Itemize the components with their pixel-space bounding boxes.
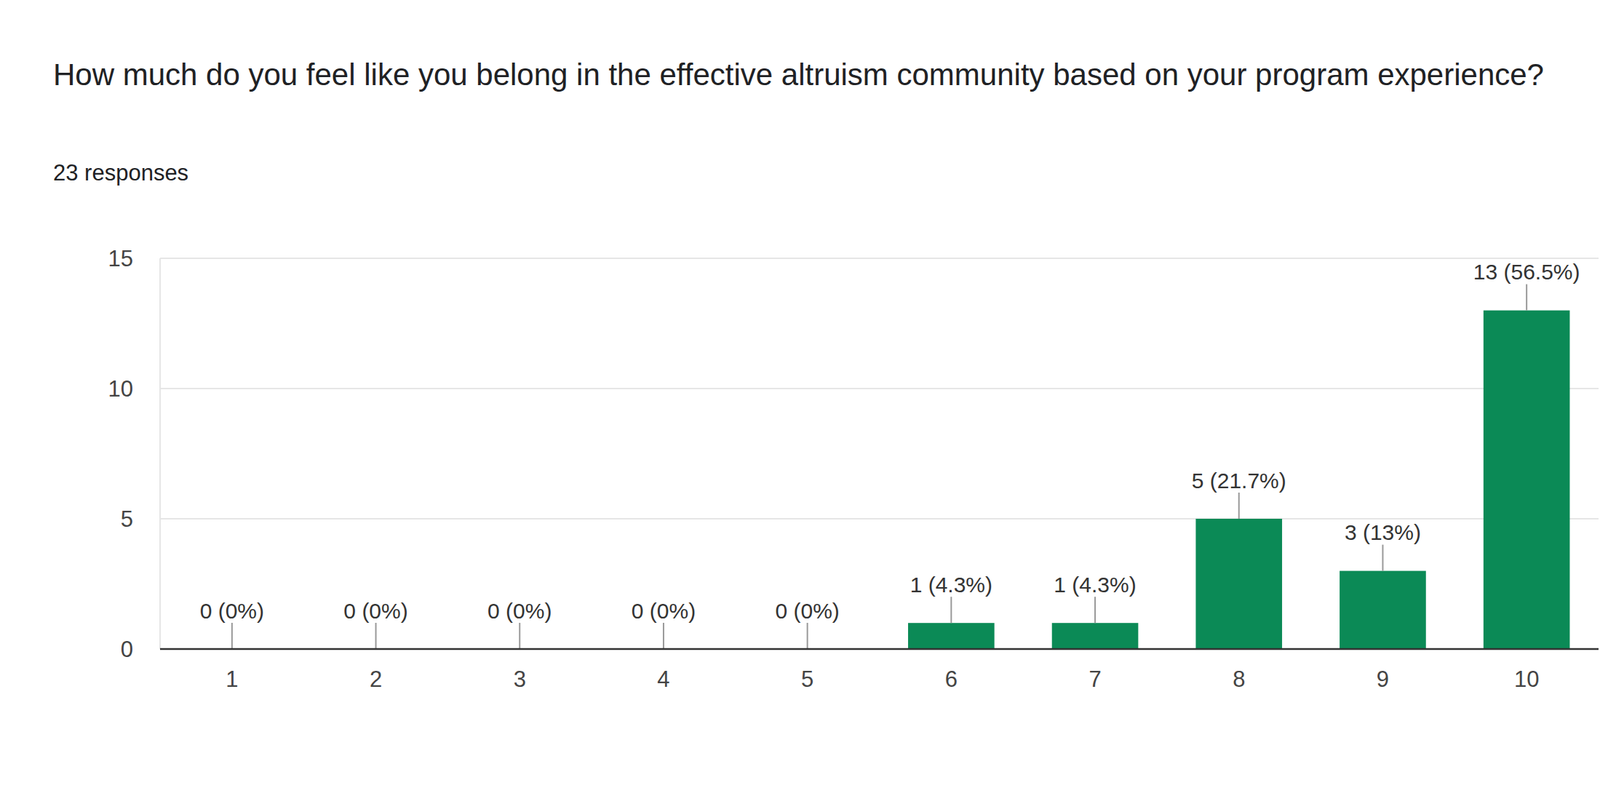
x-tick-label: 5 bbox=[801, 666, 814, 692]
bar bbox=[1195, 518, 1283, 650]
x-tick-label: 8 bbox=[1232, 666, 1245, 692]
x-tick-label: 3 bbox=[513, 666, 527, 692]
x-tick-label: 6 bbox=[945, 666, 958, 692]
chart: 0510150 (0%)0 (0%)0 (0%)0 (0%)0 (0%)1 (4… bbox=[0, 0, 1600, 812]
grid-line bbox=[160, 387, 1599, 390]
bar bbox=[1052, 622, 1139, 650]
data-label: 13 (56.5%) bbox=[1473, 259, 1581, 284]
y-tick-label: 5 bbox=[120, 506, 134, 532]
x-tick-label: 10 bbox=[1514, 666, 1539, 692]
data-label: 3 (13%) bbox=[1344, 520, 1422, 545]
body: {"chart_data": {"type": "bar", "title": … bbox=[0, 0, 1600, 812]
label-leader bbox=[950, 596, 952, 623]
bar bbox=[1483, 310, 1571, 650]
label-leader bbox=[662, 622, 665, 650]
label-leader bbox=[806, 622, 809, 650]
label-leader bbox=[1094, 596, 1096, 623]
bars bbox=[908, 310, 1570, 650]
y-tick-labels: 0 5 10 15 bbox=[108, 245, 134, 663]
x-tick-label: 9 bbox=[1376, 666, 1389, 692]
grid-line bbox=[160, 257, 1599, 260]
bar bbox=[908, 622, 995, 650]
x-tick-label: 7 bbox=[1088, 666, 1101, 692]
label-leader bbox=[518, 622, 521, 650]
x-tick-label: 1 bbox=[225, 666, 238, 692]
x-tick-label: 4 bbox=[657, 666, 670, 692]
grid bbox=[160, 258, 1599, 650]
data-label: 5 (21.7%) bbox=[1191, 468, 1287, 493]
subtitle: 23 responses bbox=[53, 160, 189, 187]
x-axis-line bbox=[160, 648, 1599, 651]
label-leader bbox=[1525, 284, 1528, 311]
y-tick-label: 0 bbox=[120, 636, 134, 663]
bar bbox=[1339, 571, 1427, 650]
data-label: 0 (0%) bbox=[774, 598, 839, 623]
grid-line bbox=[160, 648, 1599, 650]
data-label: 0 (0%) bbox=[200, 598, 265, 623]
data-label: 0 (0%) bbox=[343, 598, 408, 623]
grid-line bbox=[160, 518, 1599, 520]
data-label: 1 (4.3%) bbox=[1053, 572, 1136, 597]
label-leader bbox=[1238, 492, 1240, 519]
y-axis-line bbox=[159, 258, 161, 650]
label-leader bbox=[1381, 544, 1384, 572]
x-tick-labels: 1 2 3 4 5 6 7 8 9 10 bbox=[225, 666, 1539, 692]
data-label: 0 (0%) bbox=[487, 598, 552, 623]
data-labels: 0 (0%) 0 (0%) 0 (0%) 0 (0%) 0 (0%) 1 (4.3%) 1 … bbox=[200, 259, 1581, 650]
label-leader bbox=[375, 622, 377, 650]
title: How much do you feel like you belong in … bbox=[53, 48, 1582, 102]
data-label: 1 (4.3%) bbox=[910, 572, 993, 597]
page: chart html, body { margin: 0; padding: 0… bbox=[0, 0, 1600, 812]
frame-top bbox=[160, 257, 1599, 260]
x-tick-label: 2 bbox=[369, 666, 382, 692]
y-tick-label: 15 bbox=[108, 245, 134, 272]
y-tick-label: 10 bbox=[108, 376, 134, 402]
data-label: 0 (0%) bbox=[631, 598, 696, 623]
label-leader bbox=[231, 622, 233, 650]
